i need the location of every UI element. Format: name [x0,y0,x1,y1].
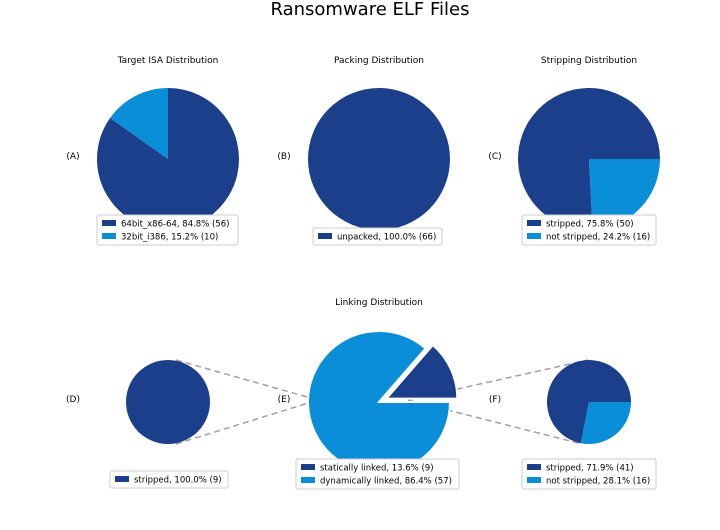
legend-label-c-0: stripped, 75.8% (50) [546,220,634,230]
legend-box-b [312,227,443,246]
legend-label-a-0: 64bit_x86-64, 84.8% (56) [121,220,229,230]
legend-swatch-e-1 [301,477,315,483]
connector-line-0 [175,359,319,401]
panel-label-c: (C) [488,152,501,162]
legend-box-e [295,458,460,490]
pie-charts [97,88,660,474]
legend-swatch-f-1 [527,477,541,483]
panel-label-f: (F) [489,395,501,405]
legend-box-f [521,458,657,490]
legend-c: stripped, 75.8% (50) not stripped, 24.2% … [521,214,657,246]
legend-label-f-0: stripped, 71.9% (41) [546,464,634,474]
legend-label-e-0: statically linked, 13.6% (9) [320,464,434,474]
legend-label-c-1: not stripped, 24.2% (16) [546,233,650,243]
legend-d: stripped, 100.0% (9) [109,470,229,489]
legend-swatch-e-0 [301,464,315,470]
panel-title-c: Stripping Distribution [541,56,637,66]
pie-slice-b-0 [308,88,450,230]
legend-box-d [109,470,229,489]
connector-line-1 [175,399,319,445]
legend-swatch-f-0 [527,464,541,470]
panel-label-e: (E) [278,395,291,405]
legends: 64bit_x86-64, 84.8% (56) 32bit_i386, 15.2… [96,214,657,490]
legend-box-a [96,214,239,246]
figure-title: Ransomware ELF Files [270,0,469,20]
panel-title-e: Linking Distribution [335,298,423,308]
pie-slice-f-0 [547,360,631,444]
legend-a: 64bit_x86-64, 84.8% (56) 32bit_i386, 15.2… [96,214,239,246]
legend-label-f-1: not stripped, 28.1% (16) [546,477,650,487]
panel-label-b: (B) [277,152,290,162]
legend-label-e-1: dynamically linked, 86.4% (57) [320,477,452,487]
legend-swatch-a-0 [102,220,116,226]
legend-f: stripped, 71.9% (41) not stripped, 28.1% … [521,458,657,490]
legend-label-a-1: 32bit_i386, 15.2% (10) [121,233,218,243]
legend-swatch-c-1 [527,233,541,239]
legend-box-c [521,214,657,246]
pie-slice-d-0 [126,360,210,444]
panel-title-b: Packing Distribution [334,56,424,66]
legend-e: statically linked, 13.6% (9) dynamically … [295,458,460,490]
pie-slice-a-1 [110,88,168,159]
legend-swatch-c-0 [527,220,541,226]
panel-label-d: (D) [66,395,80,405]
legend-swatch-a-1 [102,233,116,239]
legend-swatch-b-0 [318,233,332,239]
panel-label-a: (A) [66,152,79,162]
legend-label-d-0: stripped, 100.0% (9) [134,476,222,486]
panel-title-a: Target ISA Distribution [117,56,219,66]
pie-slice-c-1 [589,159,660,230]
legend-b: unpacked, 100.0% (66) [312,227,443,246]
pie-slice-e-0 [384,343,459,400]
pie-slice-f-1 [580,402,631,444]
legend-swatch-d-0 [115,476,129,482]
legend-label-b-0: unpacked, 100.0% (66) [337,233,436,243]
pie-slice-e-1 [307,330,452,474]
